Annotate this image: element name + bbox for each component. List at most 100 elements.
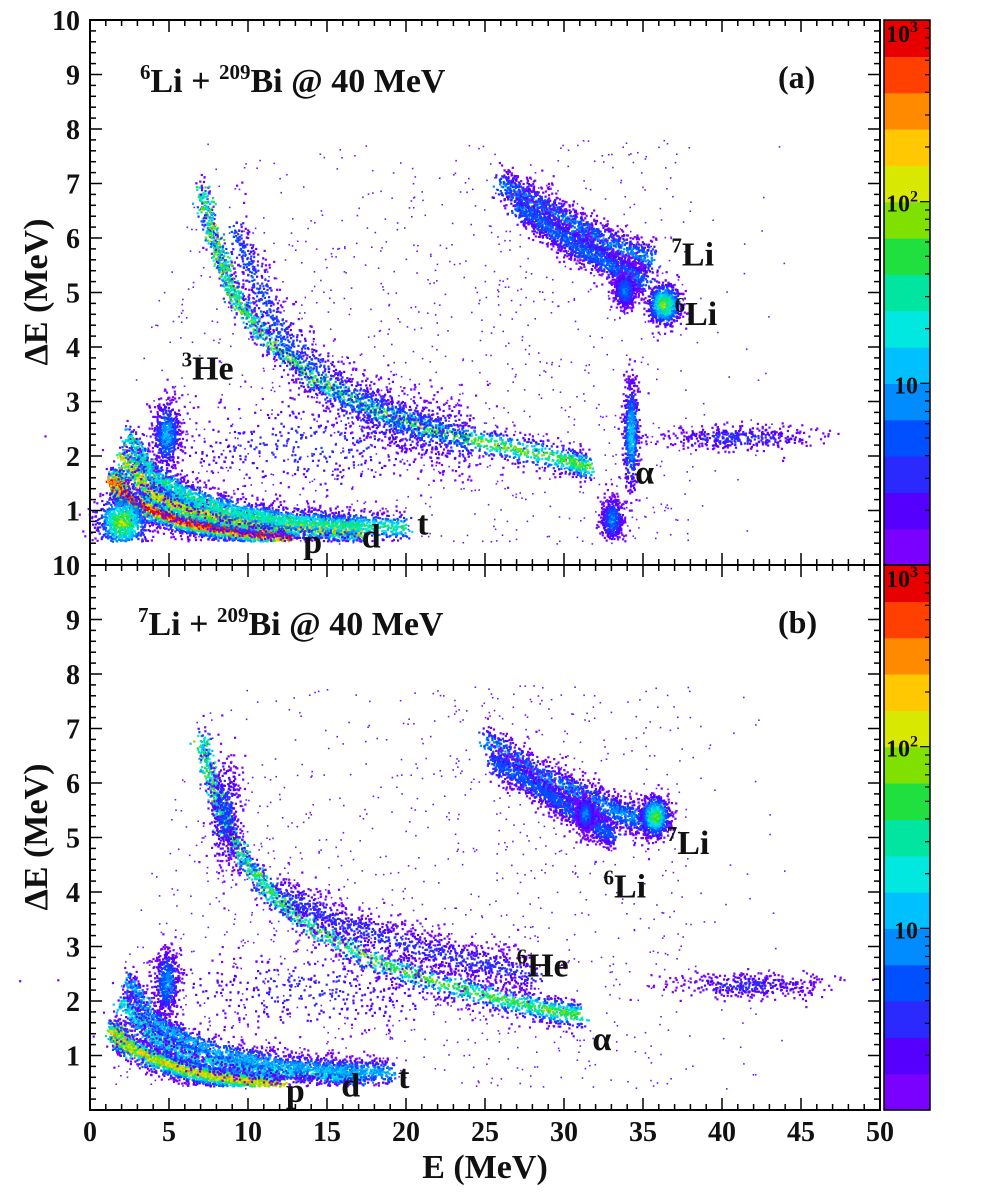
noise-point bbox=[637, 282, 639, 285]
noise-point bbox=[373, 346, 376, 348]
noise-point bbox=[354, 155, 356, 157]
noise-point bbox=[250, 386, 252, 388]
noise-point bbox=[500, 509, 502, 511]
noise-point bbox=[222, 467, 224, 470]
band-point-d bbox=[234, 537, 238, 540]
noise-point bbox=[593, 160, 596, 162]
noise-point bbox=[655, 537, 657, 540]
noise-point bbox=[392, 514, 395, 516]
noise-point bbox=[496, 480, 499, 483]
noise-point bbox=[547, 242, 549, 244]
noise-point bbox=[568, 517, 571, 520]
noise-point bbox=[490, 332, 493, 334]
band-point-p bbox=[188, 538, 191, 541]
noise-point bbox=[430, 496, 432, 499]
noise-point bbox=[524, 348, 527, 351]
noise-point bbox=[189, 418, 191, 420]
noise-point bbox=[193, 206, 196, 209]
noise-point bbox=[591, 543, 594, 545]
noise-point bbox=[406, 394, 409, 396]
noise-point bbox=[411, 216, 413, 218]
noise-point bbox=[484, 209, 486, 211]
noise-point bbox=[197, 472, 200, 474]
noise-point bbox=[433, 282, 435, 284]
noise-point bbox=[562, 144, 564, 147]
noise-point bbox=[549, 478, 551, 480]
noise-point bbox=[466, 534, 469, 537]
noise-point bbox=[668, 259, 671, 262]
noise-point bbox=[264, 490, 267, 492]
noise-point bbox=[544, 491, 546, 494]
noise-point bbox=[407, 495, 409, 498]
noise-point bbox=[647, 363, 649, 366]
noise-point bbox=[237, 437, 239, 440]
band-point-d bbox=[119, 436, 123, 439]
noise-point bbox=[384, 218, 387, 220]
noise-point bbox=[135, 379, 138, 381]
noise-point bbox=[605, 415, 608, 418]
band-point-p bbox=[213, 530, 216, 533]
noise-point bbox=[388, 328, 390, 331]
noise-point bbox=[388, 303, 391, 306]
noise-point bbox=[464, 182, 467, 184]
band-point-p bbox=[167, 518, 170, 521]
noise-point bbox=[611, 153, 613, 156]
noise-point bbox=[498, 444, 500, 447]
noise-point bbox=[290, 232, 293, 234]
noise-point bbox=[468, 177, 470, 180]
noise-point bbox=[689, 210, 692, 212]
noise-point bbox=[455, 159, 457, 162]
noise-point bbox=[656, 378, 658, 381]
noise-point bbox=[446, 399, 449, 402]
noise-point bbox=[511, 318, 514, 320]
noise-point bbox=[352, 541, 355, 544]
noise-point bbox=[463, 487, 465, 490]
noise-point bbox=[484, 264, 487, 267]
noise-point bbox=[449, 260, 451, 263]
band-point-p bbox=[201, 536, 204, 539]
noise-point bbox=[468, 463, 471, 465]
band-point-p bbox=[107, 475, 110, 478]
band-point-p bbox=[207, 530, 210, 533]
band-point-d bbox=[264, 538, 267, 541]
band-point-p bbox=[193, 532, 196, 535]
noise-point bbox=[601, 336, 603, 339]
band-point-p bbox=[151, 517, 154, 520]
noise-point bbox=[549, 505, 552, 508]
noise-point bbox=[338, 543, 341, 545]
noise-point bbox=[393, 361, 395, 364]
noise-point bbox=[512, 421, 514, 424]
noise-point bbox=[541, 466, 544, 469]
noise-point bbox=[541, 291, 544, 293]
noise-point bbox=[387, 454, 390, 456]
noise-point bbox=[272, 368, 275, 370]
band-point-p bbox=[114, 481, 117, 484]
noise-point bbox=[546, 535, 549, 538]
noise-point bbox=[232, 489, 235, 492]
noise-point bbox=[371, 169, 374, 172]
band-point-p bbox=[167, 528, 170, 531]
noise-point bbox=[543, 370, 545, 372]
noise-point bbox=[691, 466, 694, 468]
noise-point bbox=[182, 298, 184, 301]
noise-point bbox=[642, 186, 644, 189]
noise-point bbox=[552, 291, 554, 294]
noise-point bbox=[351, 503, 353, 506]
band-point-p bbox=[181, 524, 184, 527]
noise-point bbox=[421, 535, 423, 538]
noise-point bbox=[650, 245, 652, 248]
noise-point bbox=[535, 464, 537, 466]
noise-point bbox=[567, 431, 569, 433]
noise-point bbox=[375, 453, 378, 455]
band-point-p bbox=[153, 529, 156, 532]
band-point-p bbox=[162, 532, 165, 535]
noise-point bbox=[607, 153, 610, 156]
band-point-p bbox=[113, 483, 116, 486]
noise-point bbox=[593, 385, 595, 387]
noise-point bbox=[560, 406, 563, 409]
noise-point bbox=[690, 201, 692, 203]
noise-point bbox=[750, 419, 752, 421]
noise-point bbox=[583, 180, 585, 182]
band-point-p bbox=[169, 523, 172, 526]
panel-a-scatter bbox=[44, 139, 840, 545]
